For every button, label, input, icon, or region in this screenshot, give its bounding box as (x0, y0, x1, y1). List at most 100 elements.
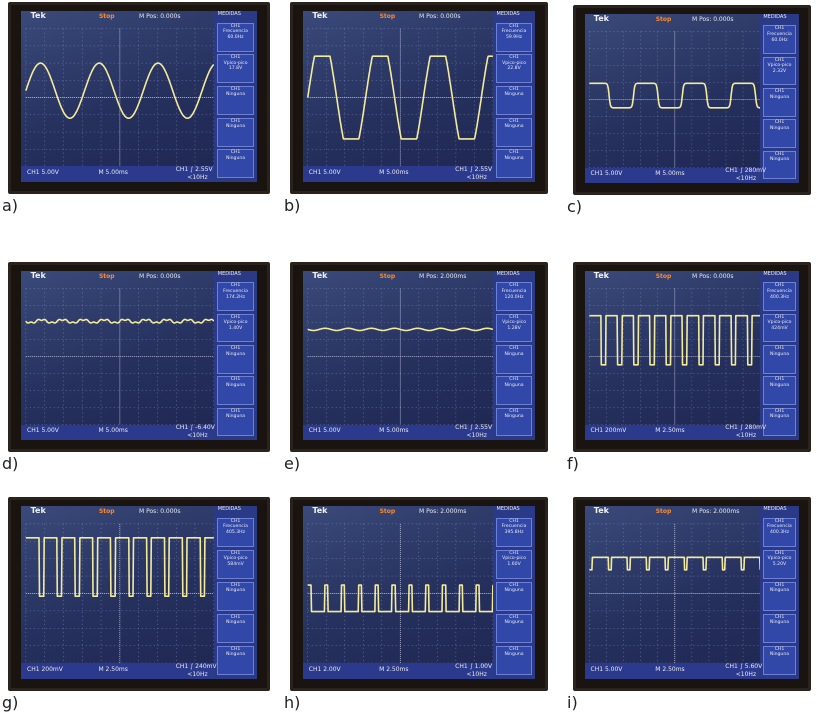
measurement: CH1 Ninguna (216, 613, 255, 644)
oscilloscope-photo: Tek Stop M Pos: 2.000ms MEDIDAS CH1 Frecuenci… (290, 262, 548, 452)
time-scale: M 5.00ms (655, 170, 685, 178)
measurement: CH1 Frecuencia 59.9Hz (495, 22, 533, 52)
measure-name: Ninguna (504, 382, 524, 388)
measure-name: Ninguna (769, 94, 790, 100)
panel-label: i) (567, 693, 578, 712)
measurement: CH1 Ninguna (216, 581, 255, 612)
channel-scale: CH1 5.00V (27, 169, 59, 177)
graticule (307, 287, 494, 425)
measure-source: CH1 (774, 88, 785, 94)
trigger-level: CH1 ∫ 280mV (725, 167, 767, 175)
horizontal-position: M Pos: 2.000ms (418, 508, 467, 516)
trigger-frequency: <10Hz (735, 670, 757, 678)
screen: Tek Stop M Pos: 0.000s MEDIDAS CH1 Frecuencia… (21, 10, 257, 182)
measure-source: CH1 (774, 283, 785, 289)
measure-menu: MEDIDAS CH1 Frecuencia 395.8Hz CH1 Vpico-pico… (493, 505, 535, 679)
measure-name: Vpico-pico (767, 556, 792, 562)
measure-value: 60.0Hz (227, 34, 244, 40)
measurement: CH1 Vpico-pico 424mV (762, 313, 797, 343)
measurement: CH1 Frecuencia 174.2Hz (216, 282, 255, 312)
horizontal-position: M Pos: 0.000s (138, 13, 181, 20)
measure-name: Vpico-pico (767, 320, 792, 326)
horizontal-position: M Pos: 0.000s (138, 272, 181, 280)
horizontal-position: M Pos: 0.000s (138, 508, 181, 516)
measure-source: CH1 (230, 283, 241, 289)
oscilloscope-photo: Tek Stop M Pos: 0.000s MEDIDAS CH1 Frecuencia… (290, 2, 548, 194)
measure-source: CH1 (230, 377, 241, 383)
measure-name: Ninguna (504, 92, 524, 98)
trigger-frequency: <10Hz (187, 670, 208, 678)
oscilloscope-photo: Tek Stop M Pos: 0.000s MEDIDAS CH1 Frecuencia… (573, 5, 811, 195)
measure-source: CH1 (230, 86, 241, 92)
measure-source: CH1 (230, 118, 241, 124)
measure-name: Ninguna (225, 155, 246, 161)
measurement: CH1 Ninguna (762, 581, 797, 612)
measure-name: Ninguna (769, 652, 790, 658)
measure-menu: MEDIDAS CH1 Frecuencia 174.2Hz CH1 Vpico-pico… (214, 270, 257, 440)
status: Stop (655, 15, 672, 23)
measure-source: CH1 (230, 518, 241, 524)
measure-source: CH1 (230, 646, 241, 652)
time-scale: M 5.00ms (98, 169, 128, 177)
status-bar: CH1 5.00V M 5.00ms CH1 ∫ 2.55V <10Hz (21, 166, 215, 182)
menu-title: MEDIDAS (217, 11, 241, 18)
trigger-level: CH1 ∫ 2.55V (455, 424, 493, 432)
brand: Tek (30, 11, 46, 21)
measurement: CH1 Ninguna (762, 376, 797, 406)
screen: Tek Stop M Pos: 2.000ms MEDIDAS CH1 Frecuenci… (303, 270, 535, 440)
measure-source: CH1 (230, 345, 241, 351)
measurement: CH1 Ninguna (762, 645, 797, 676)
panel-label: h) (284, 693, 301, 712)
trigger-level: CH1 ∫ 2.55V (455, 166, 493, 174)
measurement: CH1 Ninguna (216, 376, 255, 406)
oscilloscope-photo: Tek Stop M Pos: 0.000s MEDIDAS CH1 Frecuencia… (573, 262, 811, 452)
oscilloscope-photo: Tek Stop M Pos: 0.000s MEDIDAS CH1 Frecuencia… (8, 262, 270, 452)
measure-name: Vpico-pico (502, 556, 527, 562)
measure-name: Frecuencia (767, 524, 792, 530)
panel-label: d) (2, 454, 19, 473)
panel-label: e) (284, 454, 301, 473)
trigger-frequency: <10Hz (466, 173, 487, 181)
waveform (589, 314, 761, 366)
measurement: CH1 Ninguna (495, 581, 533, 612)
channel-scale: CH1 5.00V (308, 427, 341, 435)
measure-name: Ninguna (769, 157, 790, 163)
trigger-frequency: <10Hz (735, 174, 757, 182)
panel-label: a) (2, 196, 19, 215)
horizontal-position: M Pos: 0.000s (691, 272, 734, 280)
measure-menu: MEDIDAS CH1 Frecuencia 60.0Hz CH1 Vpico-pico 1… (214, 10, 257, 182)
measure-value: 1.60V (507, 561, 521, 567)
measurement: CH1 Vpico-pico 22.8V (495, 54, 533, 84)
measurement: CH1 Ninguna (216, 645, 255, 676)
measure-name: Ninguna (225, 92, 246, 98)
graticule (589, 287, 761, 425)
measure-source: CH1 (774, 120, 785, 126)
trigger-frequency: <10Hz (735, 431, 757, 439)
waveform (25, 536, 215, 597)
channel-scale: CH1 200mV (27, 665, 63, 673)
measurement: CH1 Ninguna (216, 85, 255, 115)
measurement: CH1 Vpico-pico 1.60V (495, 549, 533, 580)
measure-source: CH1 (509, 408, 519, 414)
measure-value: 17.8V (228, 66, 243, 72)
measurement: CH1 Frecuencia 60.0Hz (216, 22, 255, 52)
measure-source: CH1 (509, 614, 519, 620)
panel-label: f) (567, 454, 579, 473)
waveform (25, 318, 215, 324)
measure-name: Ninguna (225, 588, 246, 594)
measure-source: CH1 (230, 550, 241, 556)
measurement: CH1 Ninguna (762, 150, 797, 180)
measure-name: Ninguna (504, 351, 524, 357)
trigger-level: CH1 ∫ 2.55V (175, 166, 213, 174)
measure-name: Frecuencia (767, 31, 792, 37)
measure-source: CH1 (509, 345, 519, 351)
status-bar: CH1 200mV M 2.50ms CH1 ∫ 240mV <10Hz (21, 663, 217, 679)
panel-label: g) (2, 693, 19, 712)
measurement: CH1 Frecuencia 395.8Hz (495, 517, 533, 548)
horizontal-position: M Pos: 0.000s (418, 13, 461, 20)
status-bar: CH1 5.00V M 2.50ms CH1 ∫ 5.60V <10Hz (585, 663, 762, 679)
status: Stop (379, 272, 396, 280)
measure-menu: MEDIDAS CH1 Frecuencia 120.0Hz CH1 Vpico-pico… (493, 270, 535, 440)
menu-title: MEDIDAS (763, 14, 787, 21)
oscilloscope-photo: Tek Stop M Pos: 2.000ms MEDIDAS CH1 Frecuenci… (290, 497, 548, 691)
